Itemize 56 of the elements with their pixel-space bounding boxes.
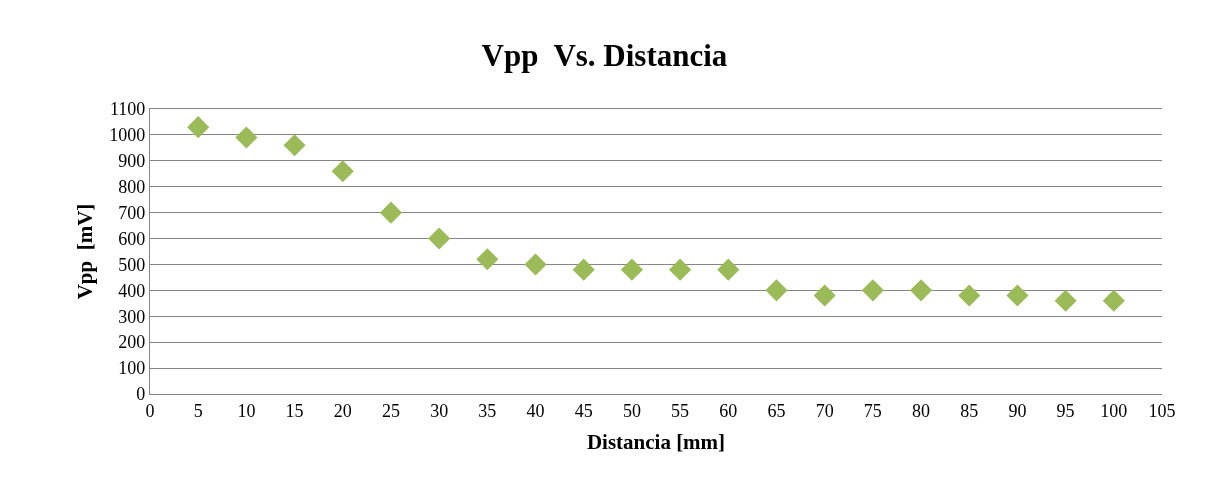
x-tick-label: 20	[333, 400, 352, 421]
x-tick-label: 50	[622, 400, 641, 421]
y-tick-label: 900	[118, 151, 146, 172]
point	[572, 258, 595, 281]
x-tick-label: 35	[478, 400, 497, 421]
x-tick-label: 70	[815, 400, 834, 421]
x-tick-label: 45	[574, 400, 593, 421]
x-tick-label: 15	[285, 400, 304, 421]
x-tick-label: 100	[1100, 400, 1128, 421]
y-tick-label: 1100	[109, 99, 146, 120]
point	[765, 279, 788, 302]
point	[428, 227, 451, 250]
point	[620, 258, 643, 281]
y-tick-label: 0	[136, 384, 146, 405]
point	[1006, 284, 1029, 307]
y-tick-label: 200	[118, 332, 146, 353]
y-tick-label: 300	[118, 306, 146, 327]
x-tick-label: 95	[1056, 400, 1075, 421]
point	[476, 248, 499, 271]
y-tick-label: 600	[118, 228, 146, 249]
x-tick-label: 105	[1148, 400, 1176, 421]
point	[669, 258, 692, 281]
x-tick-label: 60	[719, 400, 738, 421]
y-tick-label: 1000	[109, 125, 146, 146]
point	[717, 258, 740, 281]
point	[910, 279, 933, 302]
x-tick-label: 55	[671, 400, 690, 421]
x-tick-label: 30	[430, 400, 449, 421]
y-tick-label: 500	[118, 254, 146, 275]
point	[1054, 289, 1077, 312]
x-tick-label: 80	[912, 400, 931, 421]
point	[958, 284, 981, 307]
x-tick-label: 90	[1008, 400, 1027, 421]
point	[1102, 289, 1125, 312]
point	[235, 126, 258, 149]
x-tick-label: 85	[960, 400, 979, 421]
y-tick-label: 400	[118, 280, 146, 301]
x-tick-label: 5	[193, 400, 203, 421]
chart-title: Vpp Vs. Distancia	[481, 37, 728, 73]
point	[524, 253, 547, 276]
point	[379, 201, 402, 224]
x-tick-label: 10	[237, 400, 256, 421]
x-tick-label: 75	[863, 400, 882, 421]
y-tick-label: 700	[118, 202, 146, 223]
point	[813, 284, 836, 307]
y-tick-label: 100	[118, 358, 146, 379]
point	[187, 116, 210, 139]
point	[283, 134, 306, 157]
x-tick-label: 65	[767, 400, 786, 421]
point	[331, 160, 354, 183]
point	[861, 279, 884, 302]
x-tick-label: 25	[381, 400, 400, 421]
x-axis-title: Distancia [mm]	[586, 429, 726, 454]
x-tick-label: 40	[526, 400, 545, 421]
y-tick-label: 800	[118, 177, 146, 198]
y-axis-title: Vpp [mV]	[73, 203, 98, 300]
